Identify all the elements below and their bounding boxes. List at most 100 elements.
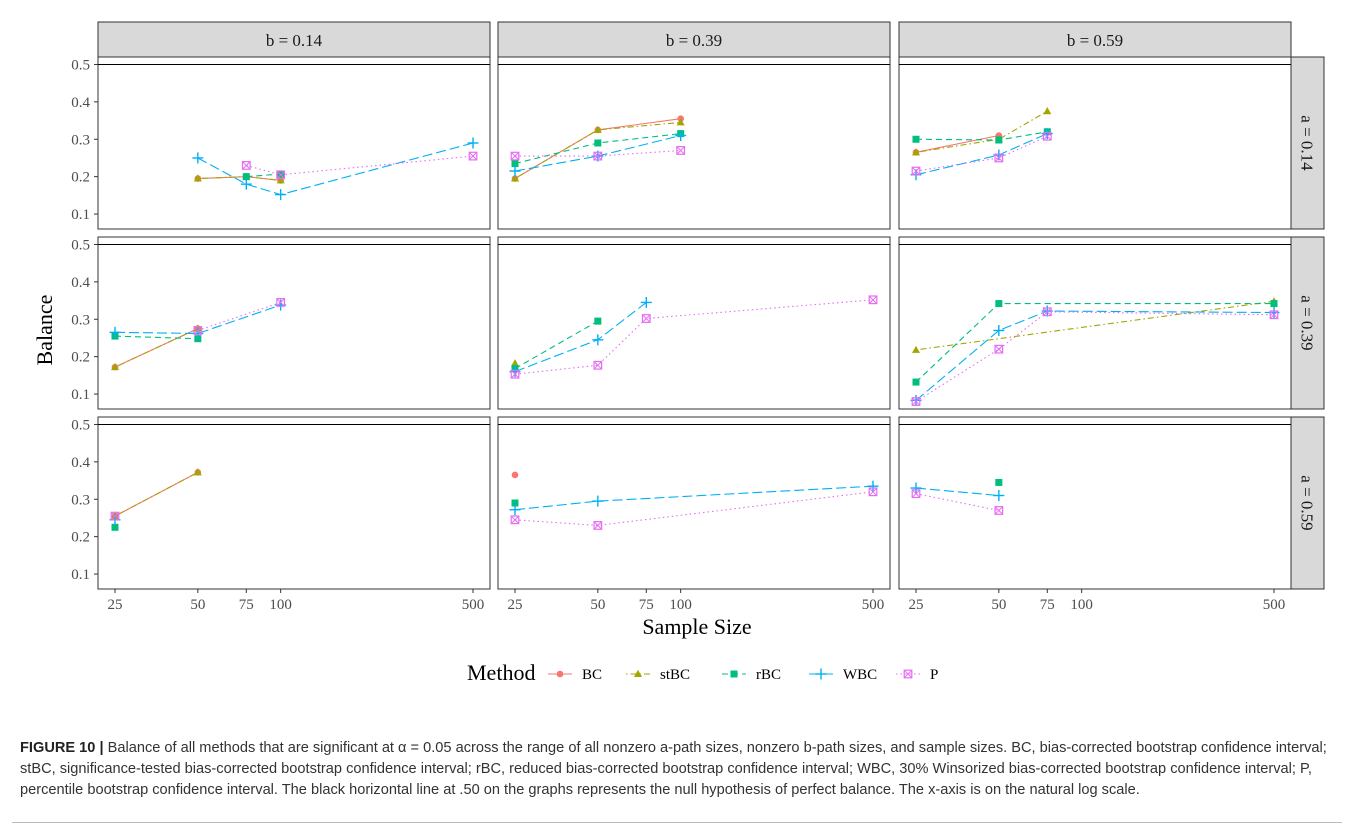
- data-point-P: [593, 521, 603, 530]
- x-tick-label: 25: [909, 597, 924, 613]
- data-point-stBC: [676, 118, 685, 126]
- series-line-P: [514, 299, 874, 375]
- data-point-rBC: [242, 173, 250, 181]
- x-tick-label: 50: [190, 597, 205, 613]
- y-tick-label: 0.2: [71, 530, 90, 546]
- series-line-stBC: [114, 471, 199, 517]
- y-tick-label: 0.5: [71, 417, 90, 433]
- legend-key-marker: [815, 668, 827, 680]
- panel-frame: [97, 56, 491, 230]
- row-strip: [1290, 56, 1325, 230]
- panel-frame: [898, 56, 1292, 230]
- series-line-P: [915, 493, 999, 512]
- data-point-P: [593, 360, 603, 370]
- data-point-stBC: [511, 174, 519, 182]
- series-line-WBC: [197, 142, 474, 196]
- row-facet-label: a = 0.59: [1298, 475, 1317, 530]
- data-point-WBC: [592, 334, 604, 346]
- legend-key-marker: [634, 669, 642, 677]
- data-point-WBC: [993, 324, 1005, 336]
- x-tick-label: 25: [108, 597, 123, 613]
- data-point-rBC: [511, 160, 519, 168]
- legend-entry-rBC: rBC: [722, 667, 781, 683]
- data-point-P: [276, 298, 286, 307]
- caption-divider: [12, 822, 1342, 823]
- x-tick-label: 50: [991, 597, 1006, 613]
- data-point-P: [911, 489, 921, 499]
- x-tick-label: 75: [639, 597, 654, 613]
- x-axis-label: Sample Size: [642, 614, 751, 639]
- panel-series-group: [109, 298, 287, 371]
- data-point-P: [641, 314, 651, 323]
- data-point-stBC: [1043, 107, 1052, 115]
- data-point-WBC: [640, 296, 652, 308]
- faceted-line-chart: b = 0.14 b = 0.39 b = 0.59 a = 0.14 a = 0.39…: [32, 21, 1325, 685]
- panel-frame: [497, 56, 891, 230]
- legend-entry-P: P: [896, 667, 938, 683]
- data-point-WBC: [109, 326, 121, 338]
- data-point-WBC: [275, 189, 287, 201]
- data-point-rBC: [1270, 300, 1278, 308]
- data-point-WBC: [240, 178, 252, 190]
- data-point-rBC: [111, 523, 119, 531]
- legend-label: P: [930, 667, 938, 683]
- data-point-rBC: [277, 170, 285, 178]
- x-tick-label: 25: [508, 597, 523, 613]
- column-strip: [97, 21, 491, 58]
- panel-frame: [898, 416, 1292, 590]
- column-facet-label: b = 0.39: [666, 31, 722, 50]
- y-tick-label: 0.5: [71, 237, 90, 253]
- panel-series-group: [509, 295, 878, 379]
- series-line-WBC: [514, 485, 874, 511]
- panel-frame: [898, 236, 1292, 410]
- series-line-WBC: [114, 304, 281, 335]
- series-line-P: [515, 149, 681, 157]
- data-point-stBC: [912, 148, 920, 156]
- column-strip: [497, 21, 891, 58]
- data-point-WBC: [910, 482, 922, 494]
- legend-entry-BC: BC: [548, 667, 602, 683]
- series-line-stBC: [514, 121, 681, 179]
- legend-key-marker: [730, 670, 738, 678]
- series-line-P: [197, 301, 281, 331]
- x-tick-label: 500: [462, 597, 485, 613]
- panel-frame: [497, 416, 891, 590]
- data-point-rBC: [912, 135, 920, 143]
- data-point-WBC: [993, 490, 1005, 502]
- legend-label: WBC: [843, 667, 877, 683]
- y-tick-label: 0.3: [71, 492, 90, 508]
- data-point-rBC: [995, 300, 1003, 308]
- legend-key-marker: [903, 669, 913, 679]
- data-point-P: [911, 166, 921, 176]
- data-point-P: [994, 506, 1004, 515]
- data-point-stBC: [193, 174, 202, 182]
- data-point-stBC: [193, 468, 202, 476]
- data-point-rBC: [995, 136, 1003, 144]
- data-point-P: [868, 295, 878, 305]
- panel-frame: [497, 236, 891, 410]
- x-tick-label: 500: [1263, 597, 1286, 613]
- data-point-rBC: [594, 317, 602, 325]
- panel-series-group: [910, 107, 1053, 181]
- series-line-stBC: [915, 300, 1275, 351]
- data-point-P: [510, 515, 520, 525]
- series-line-stBC: [915, 110, 1048, 153]
- y-tick-label: 0.5: [71, 57, 90, 73]
- data-point-stBC: [511, 359, 519, 367]
- caption-text: Balance of all methods that are signific…: [20, 740, 1327, 798]
- panel-series-group: [910, 478, 1005, 515]
- data-point-P: [1269, 310, 1279, 320]
- data-point-BC: [511, 471, 519, 479]
- x-tick-label: 100: [1070, 597, 1093, 613]
- data-point-P: [1042, 307, 1052, 317]
- data-point-P: [676, 146, 686, 155]
- series-line-stBC: [114, 328, 199, 368]
- row-strip: [1290, 236, 1325, 410]
- panel-series-group: [109, 468, 202, 531]
- data-point-rBC: [995, 478, 1003, 486]
- column-facet-label: b = 0.14: [266, 31, 323, 50]
- data-point-stBC: [593, 125, 602, 133]
- series-line-rBC: [246, 173, 281, 178]
- y-tick-label: 0.3: [71, 312, 90, 328]
- data-point-rBC: [511, 499, 519, 507]
